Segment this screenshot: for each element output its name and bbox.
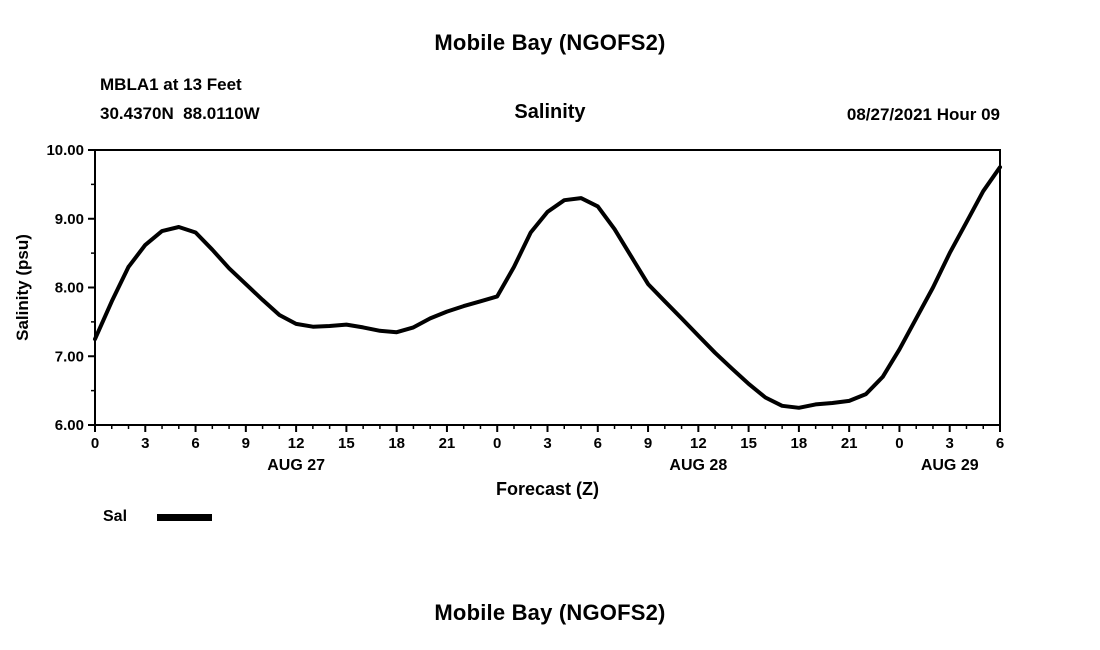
- y-axis-ticks: [88, 149, 95, 426]
- plot-title: Salinity: [514, 101, 586, 123]
- x-tick-label: 15: [740, 435, 757, 452]
- y-axis-title: Salinity (psu): [13, 234, 32, 341]
- x-tick-label: 9: [644, 435, 652, 452]
- day-label: AUG 27: [267, 457, 325, 474]
- forecast-timestamp: 08/27/2021 Hour 09: [846, 105, 1000, 124]
- x-axis-title: Forecast (Z): [496, 479, 599, 499]
- x-tick-label: 6: [594, 435, 602, 452]
- x-tick-label: 12: [288, 435, 305, 452]
- day-label: AUG 28: [669, 457, 727, 474]
- x-tick-label: 6: [996, 435, 1004, 452]
- y-tick-label: 6.00: [55, 417, 84, 434]
- chart-main-title: Mobile Bay (NGOFS2): [434, 30, 666, 55]
- salinity-line: [93, 165, 1002, 410]
- x-tick-label: 3: [543, 435, 551, 452]
- legend-label: Sal: [103, 508, 128, 525]
- x-tick-label: 0: [895, 435, 903, 452]
- x-tick-label: 0: [91, 435, 99, 452]
- station-label: MBLA1 at 13 Feet: [100, 75, 242, 94]
- x-tick-label: 6: [191, 435, 199, 452]
- day-labels: AUG 27 AUG 28 AUG 29: [267, 457, 979, 474]
- y-tick-label: 8.00: [55, 280, 84, 297]
- x-tick-label: 3: [946, 435, 954, 452]
- y-tick-labels: 6.00 7.00 8.00 9.00 10.00: [46, 142, 84, 434]
- x-tick-label: 12: [690, 435, 707, 452]
- x-axis-ticks: [94, 425, 1001, 432]
- y-tick-label: 10.00: [46, 142, 84, 159]
- legend: Sal: [103, 508, 213, 526]
- x-tick-label: 21: [439, 435, 456, 452]
- x-tick-label: 18: [791, 435, 808, 452]
- next-chart-title: Mobile Bay (NGOFS2): [434, 600, 666, 625]
- day-label: AUG 29: [921, 457, 979, 474]
- y-tick-label: 7.00: [55, 348, 84, 365]
- x-tick-labels: 0 3 6 9 12 15 18 21 0 3 6 9 12 15 18 21 0 3 6: [91, 435, 1004, 452]
- x-tick-label: 15: [338, 435, 355, 452]
- station-coordinates: 30.4370N 88.0110W: [100, 104, 260, 123]
- x-tick-label: 18: [388, 435, 405, 452]
- x-tick-label: 21: [841, 435, 858, 452]
- legend-line-swatch: [157, 513, 213, 521]
- plot-frame: [94, 149, 1001, 426]
- x-tick-label: 9: [242, 435, 250, 452]
- x-tick-label: 3: [141, 435, 149, 452]
- y-tick-label: 9.00: [55, 211, 84, 228]
- x-tick-label: 0: [493, 435, 501, 452]
